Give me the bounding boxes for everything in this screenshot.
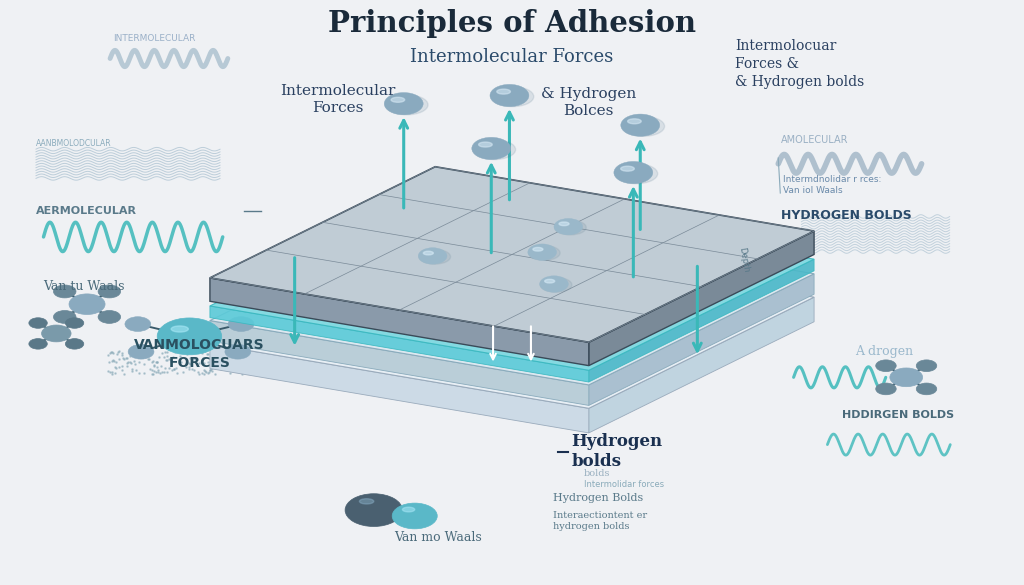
Text: Interaectiontent er
hydrogen bolds: Interaectiontent er hydrogen bolds xyxy=(553,511,647,531)
Circle shape xyxy=(53,311,76,324)
Circle shape xyxy=(29,318,47,328)
Text: bolds: bolds xyxy=(584,469,610,479)
Text: Depth: Depth xyxy=(736,247,751,274)
Text: VANMOLOCUARS
FORCES: VANMOLOCUARS FORCES xyxy=(134,338,265,370)
Polygon shape xyxy=(589,259,814,382)
Ellipse shape xyxy=(171,326,188,332)
Polygon shape xyxy=(210,321,589,405)
Polygon shape xyxy=(589,274,814,405)
Text: A drogen: A drogen xyxy=(855,345,913,357)
Ellipse shape xyxy=(628,119,641,124)
Ellipse shape xyxy=(559,222,569,226)
Polygon shape xyxy=(210,233,814,408)
Text: Hydrogen Bolds: Hydrogen Bolds xyxy=(553,493,643,504)
Ellipse shape xyxy=(528,246,560,260)
Ellipse shape xyxy=(621,166,634,171)
Polygon shape xyxy=(589,231,814,366)
Text: Intermolecular
Forces: Intermolecular Forces xyxy=(281,84,395,115)
Circle shape xyxy=(29,339,47,349)
Text: HDDIRGEN BOLDS: HDDIRGEN BOLDS xyxy=(842,410,953,421)
Circle shape xyxy=(528,244,557,260)
Circle shape xyxy=(554,219,583,235)
Text: Intermolocuar
Forces &
& Hydrogen bolds: Intermolocuar Forces & & Hydrogen bolds xyxy=(735,40,864,89)
Ellipse shape xyxy=(478,142,493,147)
Ellipse shape xyxy=(622,116,665,136)
Circle shape xyxy=(916,360,937,371)
Circle shape xyxy=(228,316,254,332)
Text: Van mo Waals: Van mo Waals xyxy=(394,531,482,543)
Polygon shape xyxy=(210,278,589,366)
Circle shape xyxy=(157,318,221,355)
Polygon shape xyxy=(589,297,814,433)
Text: Hydrogen
bolds: Hydrogen bolds xyxy=(571,433,663,470)
Circle shape xyxy=(53,285,76,298)
Polygon shape xyxy=(210,306,589,382)
Polygon shape xyxy=(210,167,814,342)
Circle shape xyxy=(66,339,84,349)
Text: AANBMOLODCULAR: AANBMOLODCULAR xyxy=(36,139,112,148)
Circle shape xyxy=(621,114,659,136)
Ellipse shape xyxy=(423,251,433,255)
Circle shape xyxy=(345,494,402,526)
Circle shape xyxy=(125,316,151,332)
Text: & Hydrogen
Bolces: & Hydrogen Bolces xyxy=(541,87,637,118)
Circle shape xyxy=(613,161,653,184)
Circle shape xyxy=(392,503,437,529)
Circle shape xyxy=(128,345,154,359)
Circle shape xyxy=(876,383,896,395)
Circle shape xyxy=(489,84,528,106)
Circle shape xyxy=(540,276,568,292)
Text: Intermolidar forces: Intermolidar forces xyxy=(584,480,664,489)
Circle shape xyxy=(916,383,937,395)
Text: Intermolecular Forces: Intermolecular Forces xyxy=(411,49,613,66)
Ellipse shape xyxy=(359,498,374,504)
Text: Van tu Waals: Van tu Waals xyxy=(43,280,125,293)
Ellipse shape xyxy=(532,247,543,251)
Circle shape xyxy=(225,345,251,359)
Text: Intermdnolidar r rces:
Van iol Waals: Intermdnolidar r rces: Van iol Waals xyxy=(783,176,882,195)
Circle shape xyxy=(384,92,423,115)
Polygon shape xyxy=(210,195,814,370)
Text: AERMOLECULAR: AERMOLECULAR xyxy=(36,205,137,216)
Ellipse shape xyxy=(391,97,404,102)
Ellipse shape xyxy=(497,89,510,94)
Ellipse shape xyxy=(385,95,428,115)
Circle shape xyxy=(98,311,121,324)
Ellipse shape xyxy=(473,140,516,160)
Circle shape xyxy=(98,285,121,298)
Circle shape xyxy=(472,137,511,160)
Ellipse shape xyxy=(541,277,571,292)
Text: HYDROGEN BOLDS: HYDROGEN BOLDS xyxy=(781,209,912,222)
Circle shape xyxy=(69,294,105,315)
Ellipse shape xyxy=(402,507,415,512)
Circle shape xyxy=(418,248,446,264)
Polygon shape xyxy=(210,344,589,433)
Ellipse shape xyxy=(555,220,586,235)
Ellipse shape xyxy=(614,164,657,184)
Text: Principles of Adhesion: Principles of Adhesion xyxy=(328,9,696,38)
Ellipse shape xyxy=(490,87,534,106)
Ellipse shape xyxy=(419,249,451,264)
Text: AMOLECULAR: AMOLECULAR xyxy=(781,135,849,146)
Circle shape xyxy=(876,360,896,371)
Circle shape xyxy=(42,325,71,342)
Polygon shape xyxy=(210,209,814,385)
Circle shape xyxy=(66,318,84,328)
Circle shape xyxy=(890,368,923,387)
Ellipse shape xyxy=(545,279,555,283)
Text: INTERMOLECULAR: INTERMOLECULAR xyxy=(113,34,195,43)
